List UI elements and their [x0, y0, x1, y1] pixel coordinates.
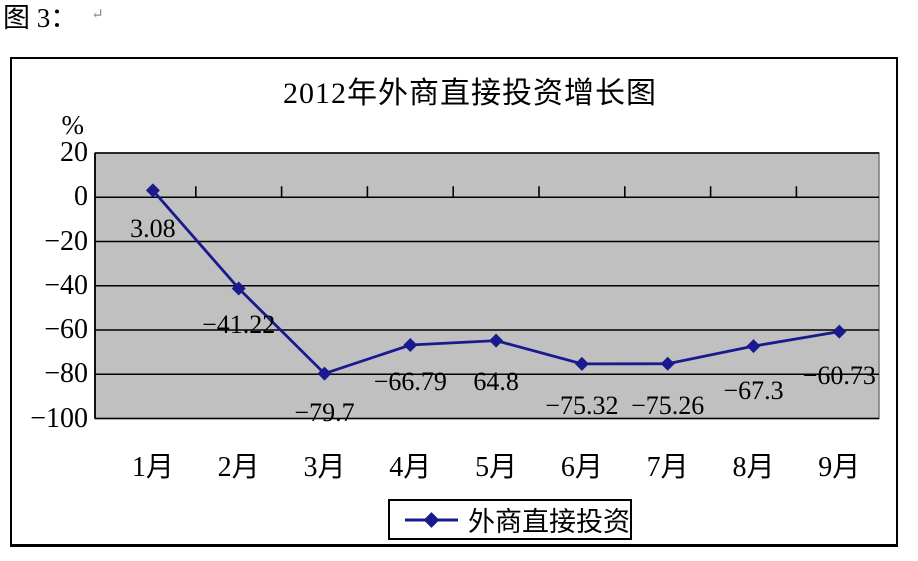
legend-diamond-icon [423, 511, 440, 528]
data-point-marker-4月 [403, 338, 418, 353]
data-point-marker-9月 [832, 324, 847, 339]
chart-title: 2012年外商直接投资增长图 [283, 77, 657, 110]
legend-box: 外商直接投资 [388, 499, 632, 540]
data-point-marker-5月 [489, 333, 504, 348]
figure-caption-text: 图 3： [3, 3, 78, 33]
data-point-marker-6月 [574, 356, 589, 371]
data-point-marker-3月 [317, 366, 332, 381]
legend-series-label: 外商直接投资 [468, 507, 630, 537]
paragraph-return-mark: ↵ [91, 7, 104, 23]
data-point-marker-2月 [231, 281, 246, 296]
data-point-marker-8月 [746, 339, 761, 354]
data-point-marker-7月 [660, 356, 675, 371]
figure-caption: 图 3： ↵ [3, 0, 104, 35]
y-axis-unit-label: % [61, 110, 85, 140]
data-point-marker-1月 [145, 183, 160, 198]
legend-marker-sample [404, 511, 459, 528]
